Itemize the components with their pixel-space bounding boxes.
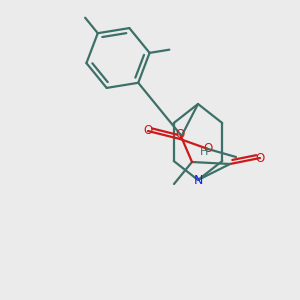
- Text: H: H: [200, 147, 208, 157]
- Text: O: O: [143, 124, 153, 137]
- Text: N: N: [193, 173, 203, 187]
- Text: O: O: [203, 142, 213, 155]
- Text: O: O: [176, 128, 184, 140]
- Text: O: O: [255, 152, 265, 164]
